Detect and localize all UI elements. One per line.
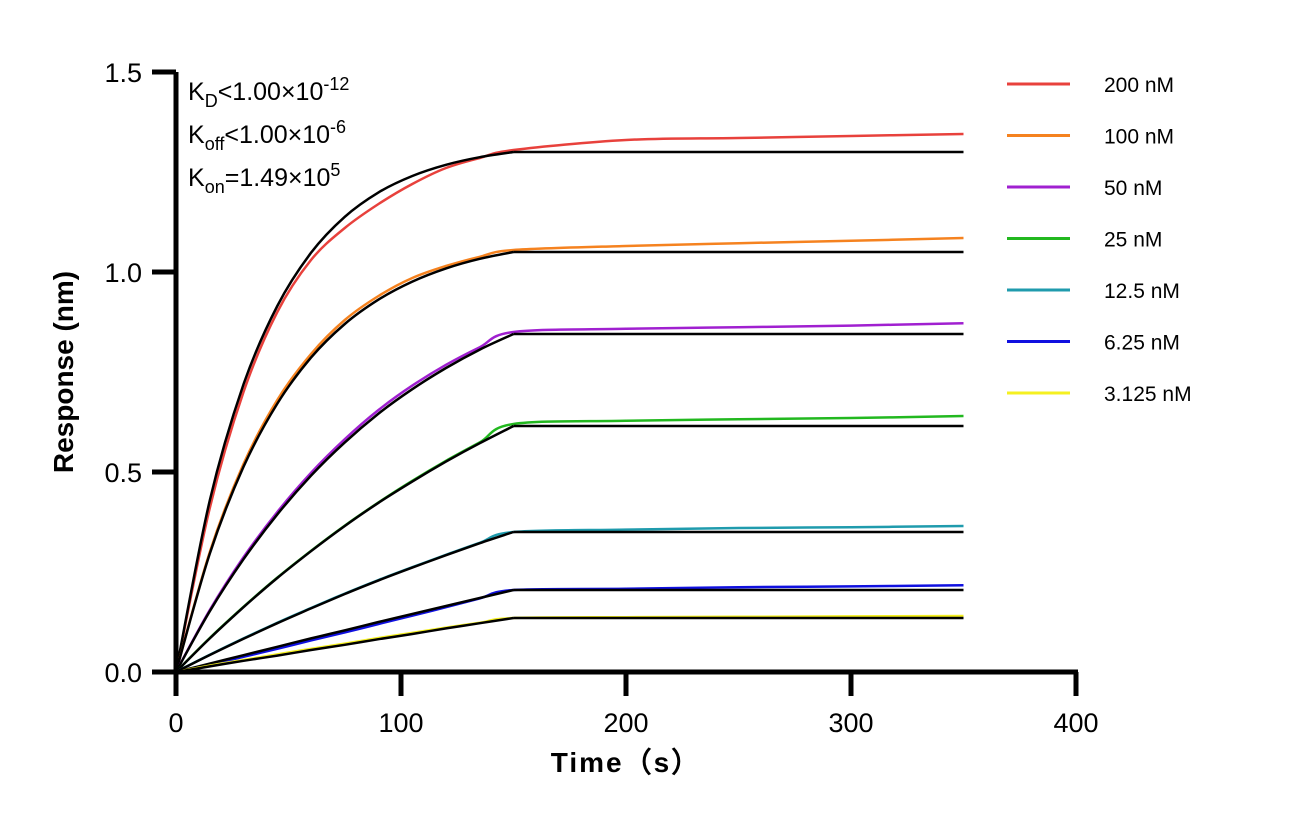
x-tick-label: 100 bbox=[378, 708, 423, 738]
y-tick-label: 0.0 bbox=[104, 658, 142, 688]
legend-label-25-nm: 25 nM bbox=[1104, 229, 1162, 252]
annotation-kon-rel: =1.49×10 bbox=[225, 164, 331, 192]
y-tick-label: 1.5 bbox=[104, 58, 142, 88]
legend-label-200-nm: 200 nM bbox=[1104, 74, 1174, 97]
y-tick-label: 1.0 bbox=[104, 258, 142, 288]
x-tick-label: 400 bbox=[1053, 708, 1098, 738]
data-line-25-nm bbox=[175, 414, 964, 673]
legend-label-12-5-nm: 12.5 nM bbox=[1104, 280, 1180, 303]
fit-line-association-50-nm bbox=[174, 332, 515, 673]
annotation-kd-sub: D bbox=[205, 91, 218, 111]
data-line-12-5-nm bbox=[175, 524, 964, 674]
legend-label-100-nm: 100 nM bbox=[1104, 126, 1174, 149]
annotation-kon-sub: on bbox=[205, 177, 225, 197]
fit-line-association-3-125-nm bbox=[175, 616, 514, 674]
data-line-50-nm bbox=[174, 321, 964, 673]
annotation-kd-rel: <1.00×10 bbox=[218, 78, 324, 106]
legend-label-6-25-nm: 6.25 nM bbox=[1104, 332, 1180, 355]
x-tick-label: 0 bbox=[168, 708, 183, 738]
annotation-koff: Koff<1.00×10-6 bbox=[188, 117, 346, 154]
y-tick-label: 0.5 bbox=[104, 458, 142, 488]
fit-line-association-200-nm bbox=[174, 150, 514, 673]
data-line-6-25-nm bbox=[175, 583, 964, 674]
x-axis-title: Time（s） bbox=[551, 746, 701, 778]
fit-line-association-100-nm bbox=[174, 250, 514, 673]
annotation-kd-main: K bbox=[188, 78, 205, 106]
annotation-kon-exp: 5 bbox=[330, 160, 340, 180]
legend: 200 nM 100 nM 50 nM 25 nM 12.5 nM 6.25 nM 3.12… bbox=[1007, 74, 1192, 406]
series-layer bbox=[174, 132, 964, 674]
annotation-kd-exp: -12 bbox=[323, 74, 349, 94]
fit-line-association-6-25-nm bbox=[175, 588, 514, 674]
fit-line-association-25-nm bbox=[175, 424, 515, 673]
data-line-200-nm bbox=[174, 132, 964, 673]
legend-label-3-125-nm: 3.125 nM bbox=[1104, 383, 1192, 406]
annotation-kon-main: K bbox=[188, 164, 205, 192]
axes: 0 100 200 300 400 0.0 0.5 1.0 1.5 bbox=[104, 58, 1098, 738]
annotation-koff-rel: <1.00×10 bbox=[224, 121, 330, 149]
fit-line-association-12-5-nm bbox=[175, 530, 514, 674]
x-tick-label: 200 bbox=[603, 708, 648, 738]
annotation-koff-sub: off bbox=[205, 134, 226, 154]
x-tick-label: 300 bbox=[828, 708, 873, 738]
y-axis-title: Response (nm) bbox=[48, 271, 79, 473]
legend-label-50-nm: 50 nM bbox=[1104, 177, 1162, 200]
data-line-100-nm bbox=[174, 236, 964, 673]
annotation-kd: KD<1.00×10-12 bbox=[188, 74, 349, 111]
annotation-koff-main: K bbox=[188, 121, 205, 149]
annotation-kon: Kon=1.49×105 bbox=[188, 160, 340, 197]
annotation-koff-exp: -6 bbox=[330, 117, 346, 137]
